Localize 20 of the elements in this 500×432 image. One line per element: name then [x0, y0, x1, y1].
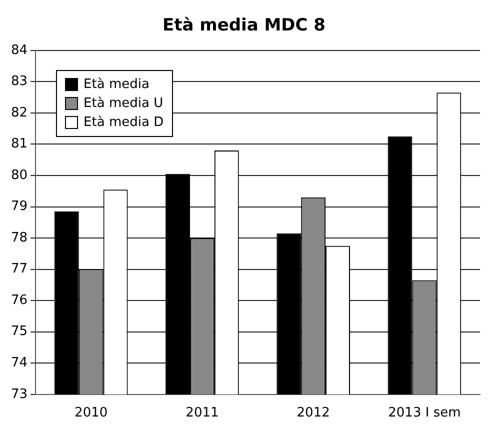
- y-tick-label: 74: [10, 356, 28, 370]
- y-tick-label: 78: [10, 230, 28, 246]
- y-tick-label: 82: [10, 105, 28, 120]
- chart-title: Età media MDC 8: [162, 16, 326, 36]
- y-tick-label: 81: [10, 136, 28, 152]
- y-tick-label: 76: [10, 292, 28, 308]
- y-tick-label: 79: [10, 199, 28, 214]
- x-tick-label: 2013 I sem: [388, 406, 461, 421]
- x-tick-label: 2012: [296, 406, 330, 421]
- y-tick-label: 75: [10, 324, 28, 340]
- y-tick-label: 73: [10, 386, 28, 402]
- y-tick-label: 84: [10, 42, 28, 58]
- y-tick-label: 83: [10, 74, 28, 90]
- legend-label: Età media: [84, 76, 150, 94]
- y-tick-label: 80: [10, 168, 28, 183]
- legend-label: Età media U: [84, 95, 164, 114]
- legend-label: Età media D: [84, 114, 164, 132]
- y-tick-label: 77: [10, 262, 28, 277]
- x-tick-label: 2011: [186, 406, 219, 421]
- x-tick-label: 2010: [74, 406, 108, 421]
